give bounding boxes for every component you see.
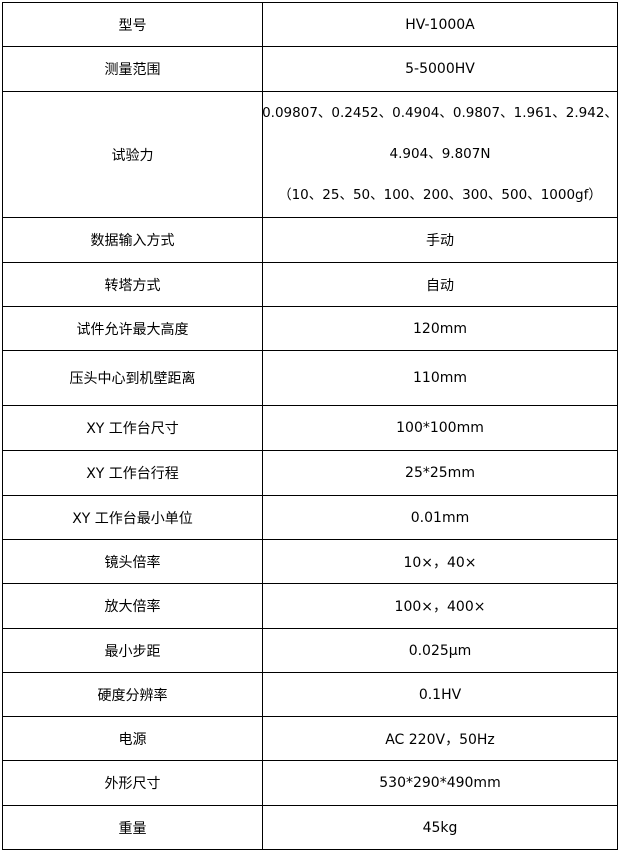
table-row: 重量 45kg [3,806,618,850]
spec-label: 试件允许最大高度 [3,307,263,350]
spec-value: 0.09807、0.2452、0.4904、0.9807、1.961、2.942… [262,92,618,217]
spec-label: 型号 [3,3,263,46]
spec-value-line: 0.09807、0.2452、0.4904、0.9807、1.961、2.942… [262,105,618,121]
table-row: 数据输入方式 手动 [3,218,618,263]
spec-value: 45kg [263,806,618,849]
spec-value: 120mm [263,307,618,350]
table-row: 镜头倍率 10×，40× [3,540,618,584]
table-row: 硬度分辨率 0.1HV [3,673,618,717]
spec-value: AC 220V，50Hz [263,717,618,760]
spec-value: 25*25mm [263,451,618,495]
spec-value: 100*100mm [263,406,618,450]
table-row: 压头中心到机壁距离 110mm [3,351,618,406]
spec-label: 重量 [3,806,263,849]
table-row: 放大倍率 100×，400× [3,584,618,629]
spec-label: XY 工作台最小单位 [3,496,263,539]
spec-label: 最小步距 [3,629,263,672]
spec-label: XY 工作台尺寸 [3,406,263,450]
table-row: 测量范围 5-5000HV [3,47,618,92]
spec-value-line: （10、25、50、100、200、300、500、1000gf） [278,187,602,203]
table-row: 外形尺寸 530*290*490mm [3,761,618,806]
spec-value-line: 4.904、9.807N [389,146,491,162]
spec-value: HV-1000A [263,3,618,46]
spec-value: 5-5000HV [263,47,618,91]
spec-label: 电源 [3,717,263,760]
spec-label: 试验力 [3,92,263,217]
spec-label: 放大倍率 [3,584,263,628]
spec-label: 压头中心到机壁距离 [3,351,263,405]
spec-label: 转塔方式 [3,263,263,306]
spec-label: 镜头倍率 [3,540,263,583]
spec-label: 硬度分辨率 [3,673,263,716]
table-row: XY 工作台最小单位 0.01mm [3,496,618,540]
table-row: 最小步距 0.025μm [3,629,618,673]
table-row: XY 工作台尺寸 100*100mm [3,406,618,451]
table-row: 型号 HV-1000A [3,3,618,47]
table-row: 电源 AC 220V，50Hz [3,717,618,761]
spec-value: 100×，400× [263,584,618,628]
spec-value: 110mm [263,351,618,405]
table-row: 转塔方式 自动 [3,263,618,307]
spec-label: XY 工作台行程 [3,451,263,495]
spec-label: 测量范围 [3,47,263,91]
spec-value: 0.1HV [263,673,618,716]
spec-value: 0.025μm [263,629,618,672]
spec-value: 自动 [263,263,618,306]
table-row: XY 工作台行程 25*25mm [3,451,618,496]
table-row: 试验力 0.09807、0.2452、0.4904、0.9807、1.961、2.… [3,92,618,218]
table-row: 试件允许最大高度 120mm [3,307,618,351]
spec-value: 10×，40× [263,540,618,583]
spec-label: 外形尺寸 [3,761,263,805]
spec-value: 手动 [263,218,618,262]
spec-value: 530*290*490mm [263,761,618,805]
spec-value: 0.01mm [263,496,618,539]
spec-label: 数据输入方式 [3,218,263,262]
